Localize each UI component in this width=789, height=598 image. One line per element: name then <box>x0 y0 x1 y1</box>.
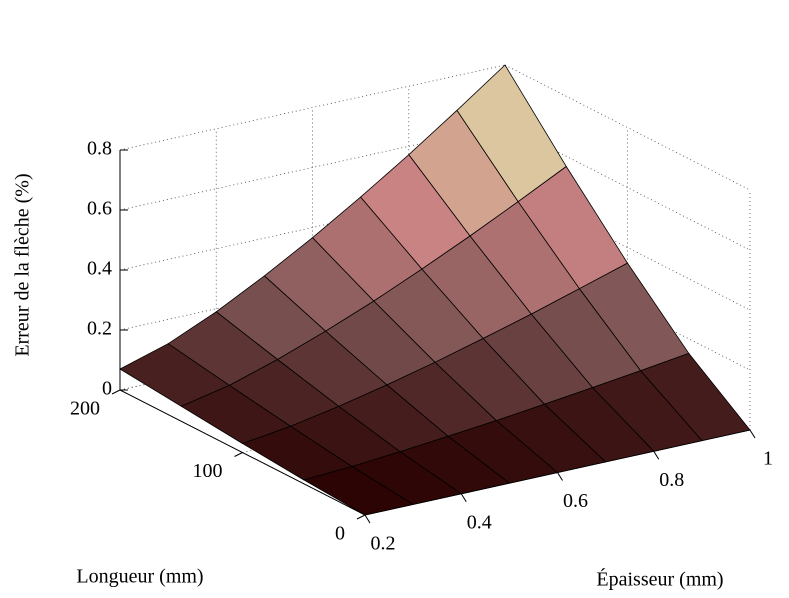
x-tick-label: 0.8 <box>659 469 684 491</box>
x-tick-label: 0.6 <box>563 490 588 512</box>
x-tick <box>749 429 756 439</box>
z-tick-label: 0.2 <box>87 318 112 340</box>
y-tick-label: 200 <box>70 398 100 420</box>
x-tick-label: 0.2 <box>371 533 396 555</box>
z-tick-label: 0.8 <box>87 138 112 160</box>
y-tick <box>111 389 121 395</box>
y-tick <box>234 452 243 457</box>
x-tick <box>364 514 371 524</box>
surface-patch <box>302 466 415 516</box>
y-tick <box>356 514 366 520</box>
x-tick-label: 0.4 <box>467 511 492 533</box>
y-tick-label: 100 <box>193 460 223 482</box>
x-tick-label: 1 <box>763 448 773 470</box>
z-tick-label: 0.6 <box>87 198 112 220</box>
y-tick-label: 0 <box>335 523 345 545</box>
x-axis-label: Épaisseur (mm) <box>596 568 723 591</box>
x-tick <box>460 493 467 503</box>
x-tick <box>653 450 660 460</box>
grid-line <box>119 64 506 151</box>
z-tick-label: 0 <box>102 378 112 400</box>
y-axis-label: Longueur (mm) <box>76 566 203 588</box>
z-axis-label: Erreur de la flèche (%) <box>12 173 34 356</box>
x-tick <box>557 472 563 481</box>
z-tick-label: 0.4 <box>87 258 112 280</box>
